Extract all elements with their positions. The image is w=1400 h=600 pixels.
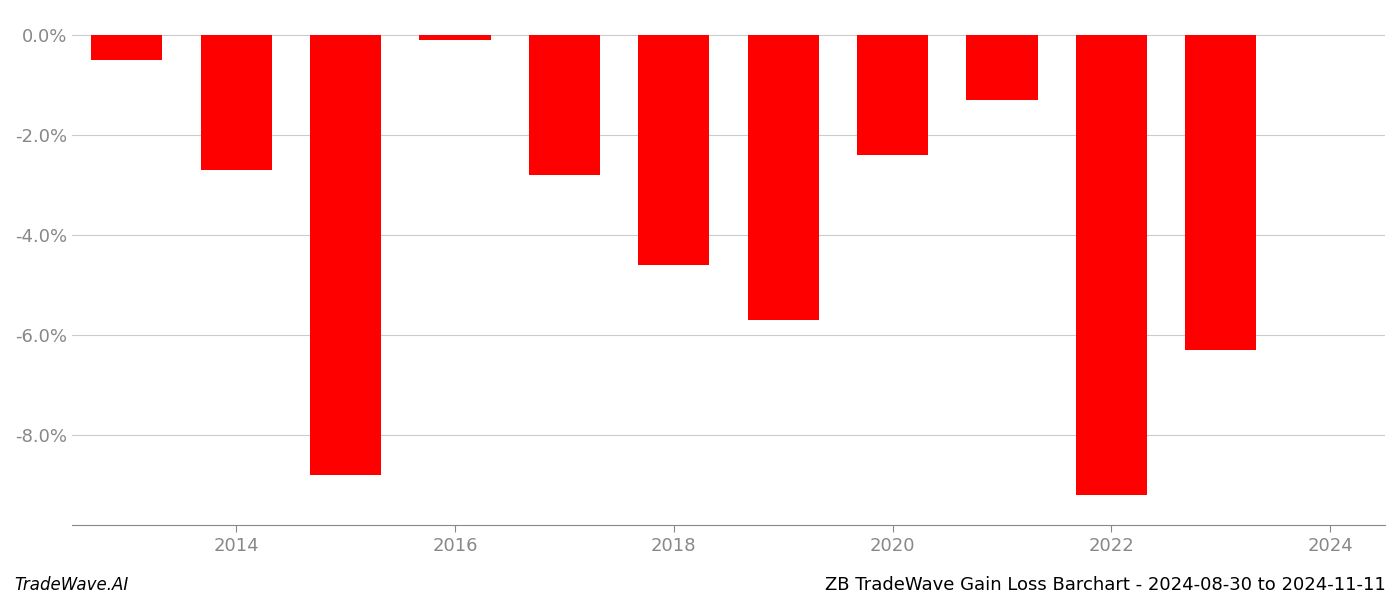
Bar — [91, 35, 162, 60]
Bar — [200, 35, 272, 170]
Bar — [748, 35, 819, 320]
Bar — [857, 35, 928, 155]
Bar — [1186, 35, 1256, 350]
Bar — [529, 35, 601, 175]
Bar — [309, 35, 381, 475]
Bar — [420, 35, 490, 40]
Text: ZB TradeWave Gain Loss Barchart - 2024-08-30 to 2024-11-11: ZB TradeWave Gain Loss Barchart - 2024-0… — [825, 576, 1386, 594]
Bar — [638, 35, 710, 265]
Text: TradeWave.AI: TradeWave.AI — [14, 576, 129, 594]
Bar — [1075, 35, 1147, 495]
Bar — [966, 35, 1037, 100]
